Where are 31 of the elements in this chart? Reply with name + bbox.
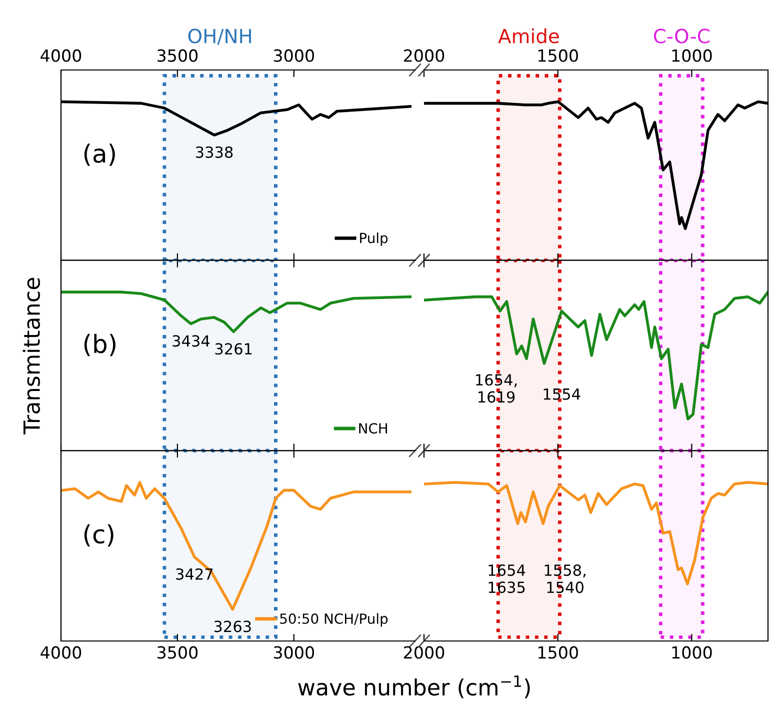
annotation: 3434 — [172, 335, 210, 347]
x-tick-label: 1000 — [672, 646, 712, 659]
x-tick-label: 3500 — [158, 646, 198, 659]
annotation: 3261 — [215, 343, 252, 355]
x-tick-label: 1000 — [672, 49, 712, 62]
legend-label: NCH — [359, 423, 387, 434]
band-label: Amide — [498, 28, 559, 44]
legend-label: Pulp — [360, 232, 388, 246]
x-tick-label: 3500 — [158, 49, 198, 62]
annotation: 1654, 1619 — [476, 374, 517, 403]
x-tick-label: 3000 — [274, 646, 314, 659]
band-label: C-O-C — [654, 28, 710, 44]
annotation: (b) — [84, 334, 116, 356]
x-tick-label: 4000 — [40, 49, 82, 62]
legend-label: 50:50 NCH/Pulp — [280, 613, 388, 627]
x-tick-label: 2000 — [404, 646, 444, 659]
annotation: 1558, 1540 — [544, 564, 586, 594]
x-tick-label: 2000 — [404, 49, 444, 62]
annotation: 1654 1635 — [488, 564, 526, 594]
x-tick-label: 4000 — [40, 646, 82, 659]
y-axis-title: Transmittance — [22, 278, 40, 434]
annotation: 1554 — [544, 388, 580, 400]
x-tick-label: 1500 — [538, 646, 578, 659]
annotation: (c) — [84, 524, 114, 547]
x-tick-label: 3000 — [274, 49, 314, 62]
x-axis-title: wave number (cm$^{−1}$) — [298, 675, 530, 698]
annotation: 3263 — [214, 620, 251, 632]
band-label: OH/NH — [188, 28, 251, 45]
x-tick-label: 1500 — [538, 49, 578, 62]
annotation: (a) — [84, 144, 115, 166]
annotation: 3338 — [196, 146, 233, 158]
